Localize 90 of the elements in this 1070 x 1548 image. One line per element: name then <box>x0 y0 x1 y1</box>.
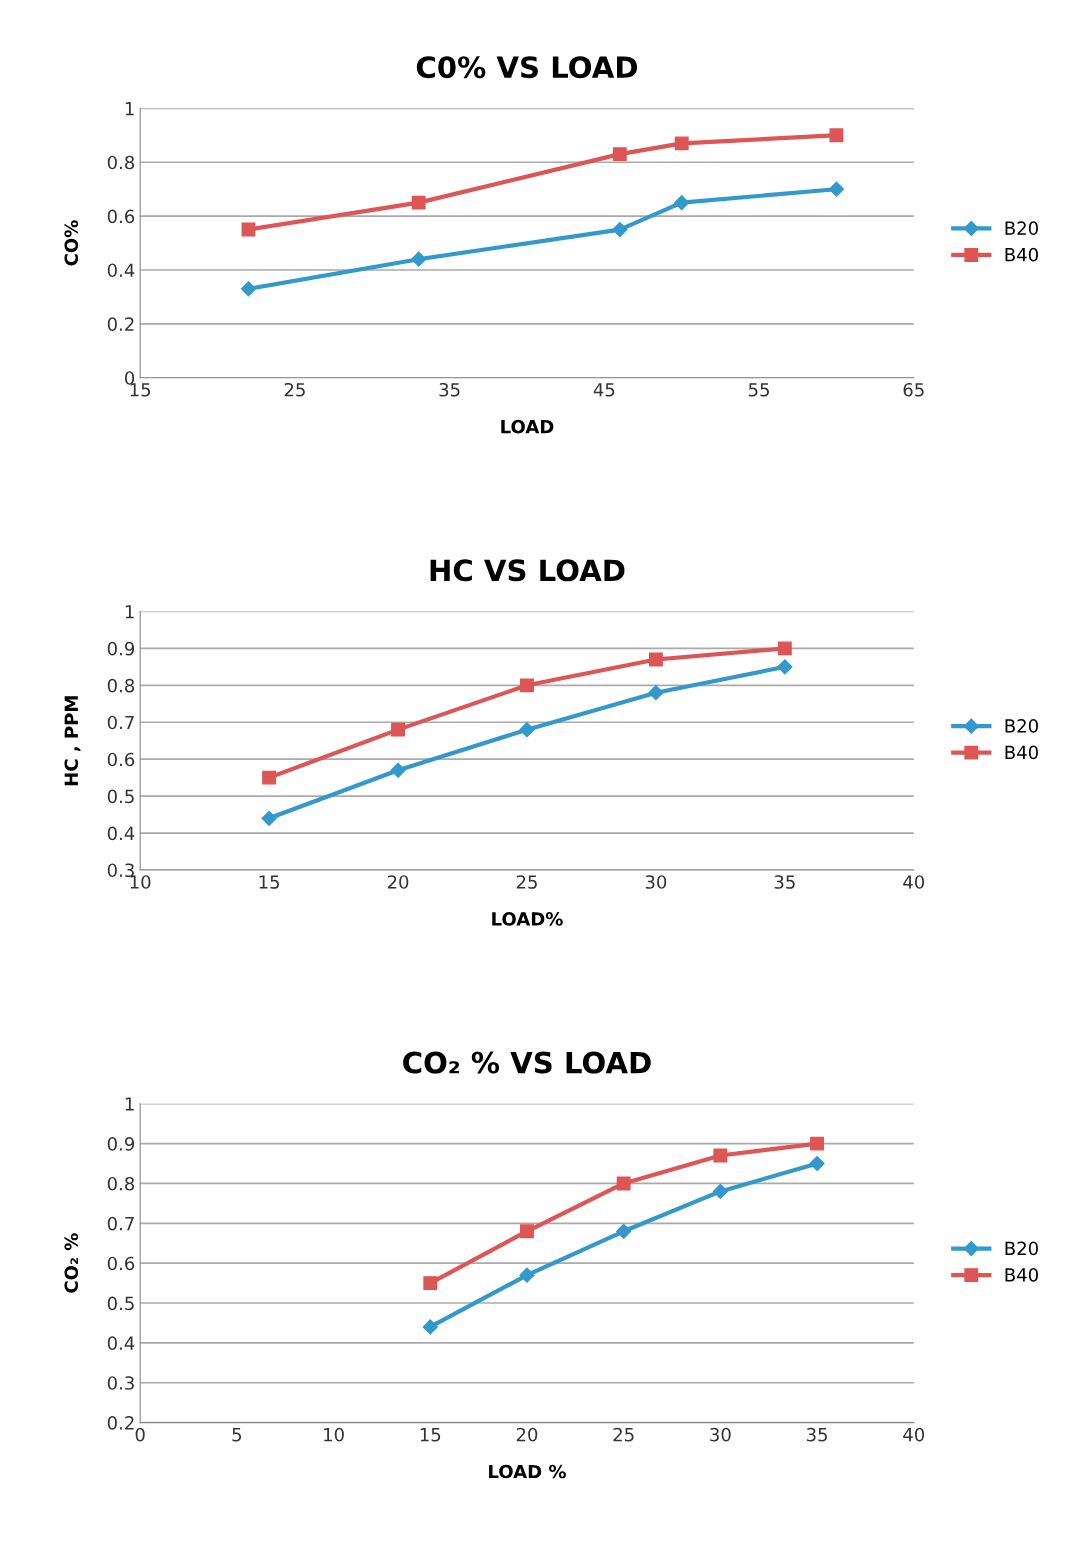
y-tick-label: 0.7 <box>107 1216 134 1231</box>
legend-label: B40 <box>1005 1268 1038 1282</box>
point <box>262 770 277 785</box>
point <box>612 147 627 162</box>
x-tick-label: 5 <box>232 1428 242 1442</box>
y-tick-label: 1 <box>125 605 134 619</box>
x-tick-label: 40 <box>903 875 925 889</box>
chart-title: HC VS LOAD <box>430 559 625 582</box>
x-tick-label: 25 <box>284 382 305 397</box>
point <box>809 1155 825 1172</box>
point <box>411 251 427 267</box>
x-axis-title: LOAD <box>501 419 554 434</box>
point <box>612 221 628 238</box>
point <box>390 762 406 778</box>
x-tick-label: 15 <box>259 875 280 889</box>
point <box>241 222 256 237</box>
y-tick-label: 0.9 <box>107 641 135 656</box>
point <box>674 136 689 151</box>
x-tick-label: 45 <box>593 383 615 397</box>
y-tick-label: 0.4 <box>107 826 135 841</box>
x-axis-title: LOAD % <box>489 1464 566 1479</box>
x-tick-label: 30 <box>645 875 667 889</box>
legend-label: B20 <box>1005 1241 1038 1256</box>
y-tick-label: 0.5 <box>107 789 134 804</box>
point <box>828 181 844 197</box>
point <box>829 128 844 143</box>
x-tick-label: 20 <box>387 875 409 889</box>
point <box>777 641 792 656</box>
y-axis-title: CO₂ % <box>64 1233 79 1293</box>
y-tick-label: 0.8 <box>107 1176 135 1191</box>
x-tick-label: 55 <box>748 383 769 397</box>
x-tick-label: 30 <box>710 1427 731 1442</box>
legend-label: B20 <box>1005 221 1038 236</box>
y-tick-label: 0.4 <box>107 263 135 278</box>
point <box>616 1176 631 1191</box>
y-tick-label: 0.2 <box>107 317 134 331</box>
y-tick-label: 0 <box>125 371 135 385</box>
legend-label: B40 <box>1005 745 1038 760</box>
y-tick-label: 0.3 <box>107 863 134 878</box>
point <box>261 810 277 826</box>
chart-title: C0% VS LOAD <box>416 56 638 79</box>
point <box>674 195 690 211</box>
y-tick-label: 0.6 <box>107 752 135 767</box>
legend-label: B40 <box>1005 247 1038 262</box>
y-tick-label: 0.6 <box>107 209 135 224</box>
x-tick-label: 65 <box>903 382 924 397</box>
y-axis-title: HC , PPM <box>64 696 81 786</box>
x-tick-label: 35 <box>806 1427 827 1442</box>
point <box>712 1183 728 1199</box>
chart-title: CO₂ % VS LOAD <box>403 1051 651 1074</box>
x-tick-label: 25 <box>613 1427 634 1442</box>
x-tick-label: 15 <box>420 1428 441 1442</box>
legend-label: B20 <box>1005 719 1038 733</box>
y-tick-label: 0.9 <box>107 1137 135 1151</box>
x-tick-label: 15 <box>130 383 151 397</box>
point <box>519 722 535 738</box>
point <box>713 1148 728 1163</box>
y-tick-label: 0.6 <box>107 1256 135 1271</box>
y-tick-label: 0.4 <box>107 1336 135 1351</box>
point <box>810 1136 825 1151</box>
y-tick-label: 0.8 <box>107 678 135 693</box>
y-tick-label: 0.8 <box>107 155 135 170</box>
point <box>423 1276 438 1291</box>
y-tick-label: 0.5 <box>107 1296 134 1311</box>
point <box>411 195 426 210</box>
x-tick-label: 10 <box>130 875 151 889</box>
x-tick-label: 35 <box>439 382 460 397</box>
x-tick-label: 10 <box>324 1427 344 1442</box>
point <box>648 685 664 701</box>
x-tick-label: 35 <box>774 875 795 889</box>
point <box>616 1223 632 1239</box>
point <box>520 1224 534 1239</box>
y-tick-label: 0.7 <box>107 715 134 730</box>
y-tick-label: 1 <box>125 102 134 116</box>
point <box>422 1319 438 1335</box>
point <box>519 1267 535 1283</box>
point <box>648 652 663 667</box>
y-axis-title: CO% <box>64 220 79 266</box>
point <box>240 281 257 297</box>
x-tick-label: 0 <box>135 1427 145 1442</box>
point <box>520 678 534 693</box>
y-tick-label: 0.3 <box>107 1376 134 1390</box>
x-tick-label: 25 <box>516 875 537 889</box>
x-tick-label: 40 <box>903 1427 925 1442</box>
y-tick-label: 0.2 <box>107 1416 134 1430</box>
y-tick-label: 1 <box>125 1097 134 1111</box>
point <box>391 722 405 737</box>
x-tick-label: 20 <box>516 1427 538 1442</box>
point <box>777 659 793 675</box>
x-axis-title: LOAD% <box>492 912 563 926</box>
